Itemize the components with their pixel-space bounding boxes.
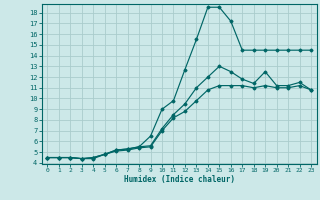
X-axis label: Humidex (Indice chaleur): Humidex (Indice chaleur) [124, 175, 235, 184]
